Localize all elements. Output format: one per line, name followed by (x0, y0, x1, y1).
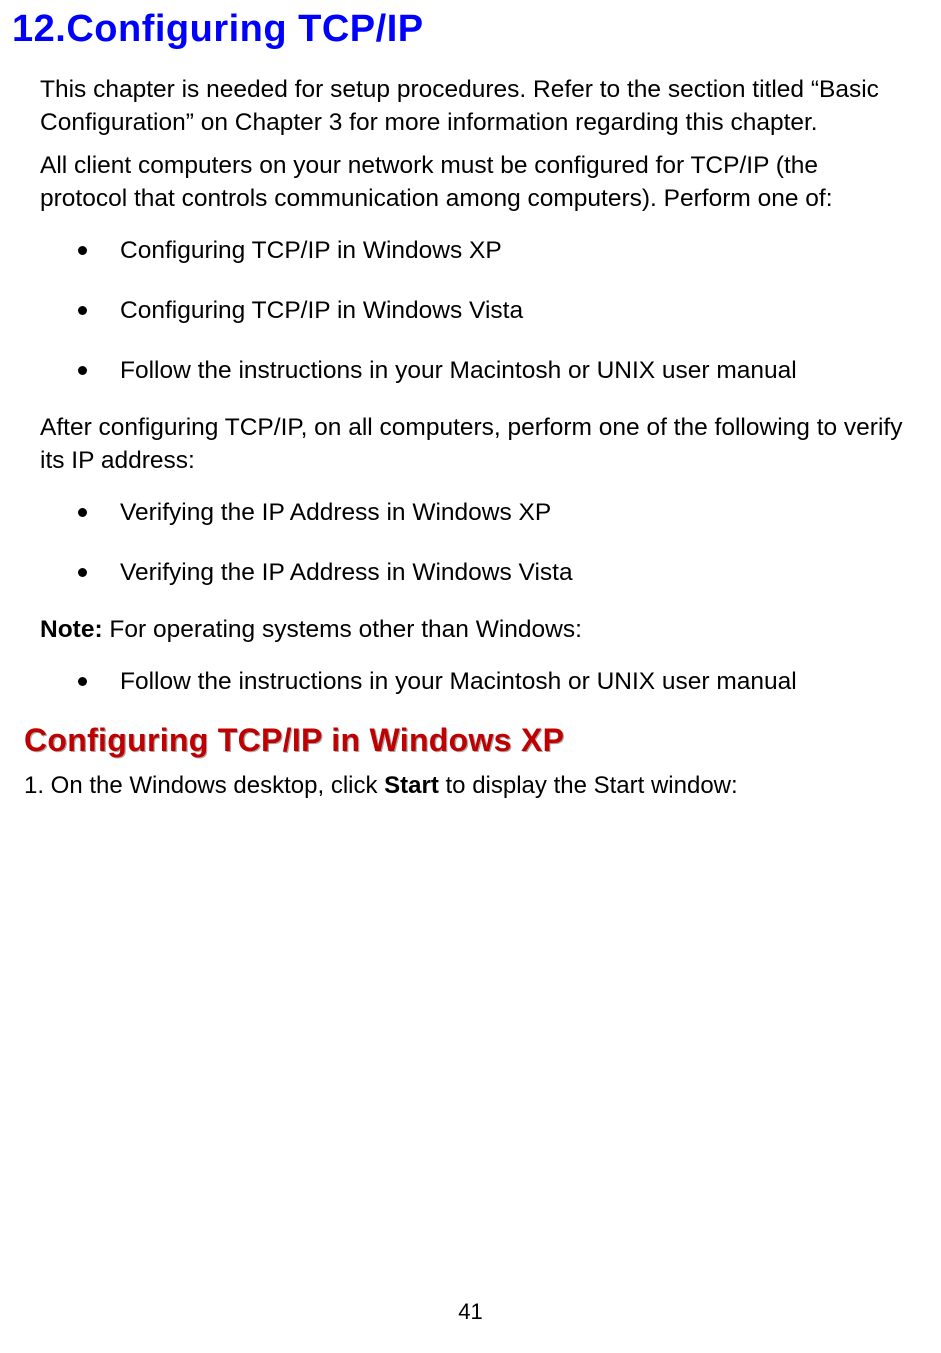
section-heading: Configuring TCP/IP in Windows XP (12, 722, 907, 759)
verify-list: Verifying the IP Address in Windows XP V… (12, 497, 907, 589)
note-label: Note: (40, 616, 103, 643)
list-item: Follow the instructions in your Macintos… (78, 666, 907, 698)
list-item: Verifying the IP Address in Windows Vist… (78, 557, 907, 589)
intro-paragraph-2: All client computers on your network mus… (12, 149, 907, 215)
intro-paragraph-1: This chapter is needed for setup procedu… (12, 73, 907, 139)
step-1: 1. On the Windows desktop, click Start t… (12, 769, 907, 803)
note-text: For operating systems other than Windows… (103, 616, 582, 643)
chapter-title: 12.Configuring TCP/IP (12, 8, 907, 51)
list-item: Configuring TCP/IP in Windows XP (78, 235, 907, 267)
document-page: 12.Configuring TCP/IP This chapter is ne… (0, 0, 941, 1353)
page-number: 41 (0, 1299, 941, 1325)
after-paragraph: After configuring TCP/IP, on all compute… (12, 411, 907, 477)
configure-list: Configuring TCP/IP in Windows XP Configu… (12, 235, 907, 387)
note-paragraph: Note: For operating systems other than W… (12, 613, 907, 646)
other-os-list: Follow the instructions in your Macintos… (12, 666, 907, 698)
list-item: Follow the instructions in your Macintos… (78, 355, 907, 387)
list-item: Configuring TCP/IP in Windows Vista (78, 295, 907, 327)
step-text-post: to display the Start window: (439, 772, 738, 799)
step-text-pre: 1. On the Windows desktop, click (24, 772, 384, 799)
step-text-bold: Start (384, 772, 439, 799)
list-item: Verifying the IP Address in Windows XP (78, 497, 907, 529)
